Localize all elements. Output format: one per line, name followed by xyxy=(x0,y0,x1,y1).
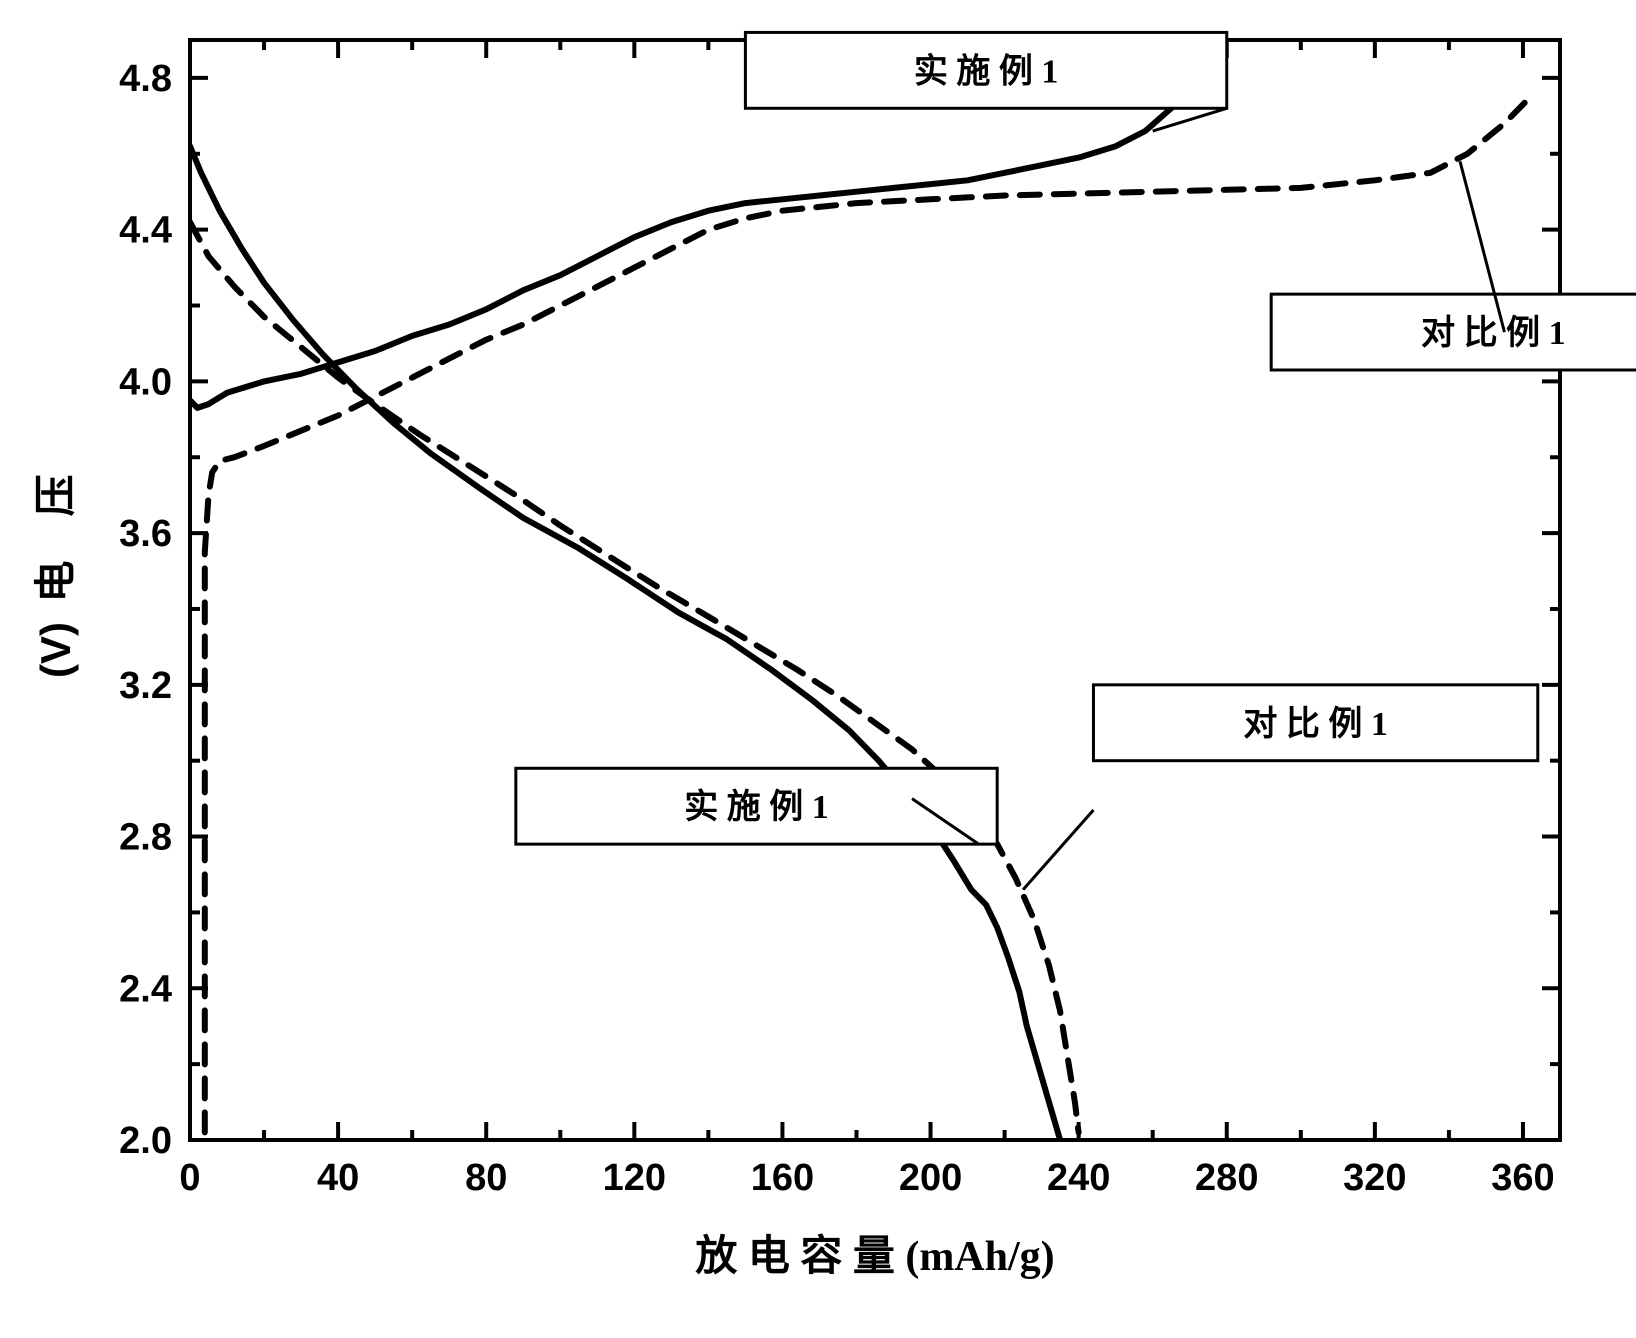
legend-text-charge_dashed: 对 比 例 1 xyxy=(1421,314,1566,352)
xtick-label: 240 xyxy=(1047,1157,1110,1199)
series-discharge_solid xyxy=(190,146,1060,1140)
ytick-label: 4.4 xyxy=(119,210,172,252)
xtick-label: 40 xyxy=(317,1157,359,1199)
legend-leader-discharge_dashed xyxy=(1023,810,1093,890)
xtick-label: 160 xyxy=(751,1157,814,1199)
xtick-label: 200 xyxy=(899,1157,962,1199)
ytick-label: 3.2 xyxy=(119,665,172,707)
series-charge_dashed xyxy=(205,93,1534,1132)
legend-text-discharge_dashed: 对 比 例 1 xyxy=(1243,705,1388,743)
ytick-label: 3.6 xyxy=(119,513,172,555)
svg-text:(V): (V) xyxy=(32,622,79,678)
y-axis-label: 电 压 (V) xyxy=(32,458,80,678)
ytick-label: 4.0 xyxy=(119,361,172,403)
voltage-capacity-chart: 0 40 80 120 160 200 240 280 320 360 2.0 2.4 2.8 3.2 3.… xyxy=(0,0,1636,1338)
legend-text-discharge_solid: 实 施 例 1 xyxy=(684,788,829,826)
xtick-label: 360 xyxy=(1491,1157,1554,1199)
plot-frame xyxy=(190,40,1560,1140)
ytick-label: 2.8 xyxy=(119,817,172,859)
ytick-label: 2.4 xyxy=(119,968,172,1010)
x-axis-label: 放 电 容 量 (mAh/g) xyxy=(695,1233,1054,1280)
series-charge_solid xyxy=(190,70,1212,408)
ytick-label: 4.8 xyxy=(119,58,172,100)
xtick-label: 80 xyxy=(465,1157,507,1199)
xtick-label: 280 xyxy=(1195,1157,1258,1199)
xtick-label: 120 xyxy=(603,1157,666,1199)
chart-svg: 0 40 80 120 160 200 240 280 320 360 2.0 2.4 2.8 3.2 3.… xyxy=(0,0,1636,1338)
svg-text:电 压: 电 压 xyxy=(33,458,80,603)
xtick-label: 320 xyxy=(1343,1157,1406,1199)
legend-text-charge_solid: 实 施 例 1 xyxy=(914,52,1059,90)
ytick-label: 2.0 xyxy=(119,1120,172,1162)
xtick-label: 0 xyxy=(179,1157,200,1199)
